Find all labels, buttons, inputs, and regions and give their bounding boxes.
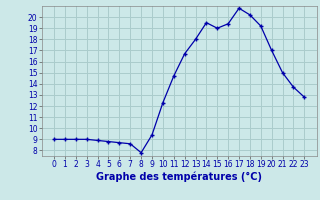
X-axis label: Graphe des températures (°C): Graphe des températures (°C) — [96, 172, 262, 182]
